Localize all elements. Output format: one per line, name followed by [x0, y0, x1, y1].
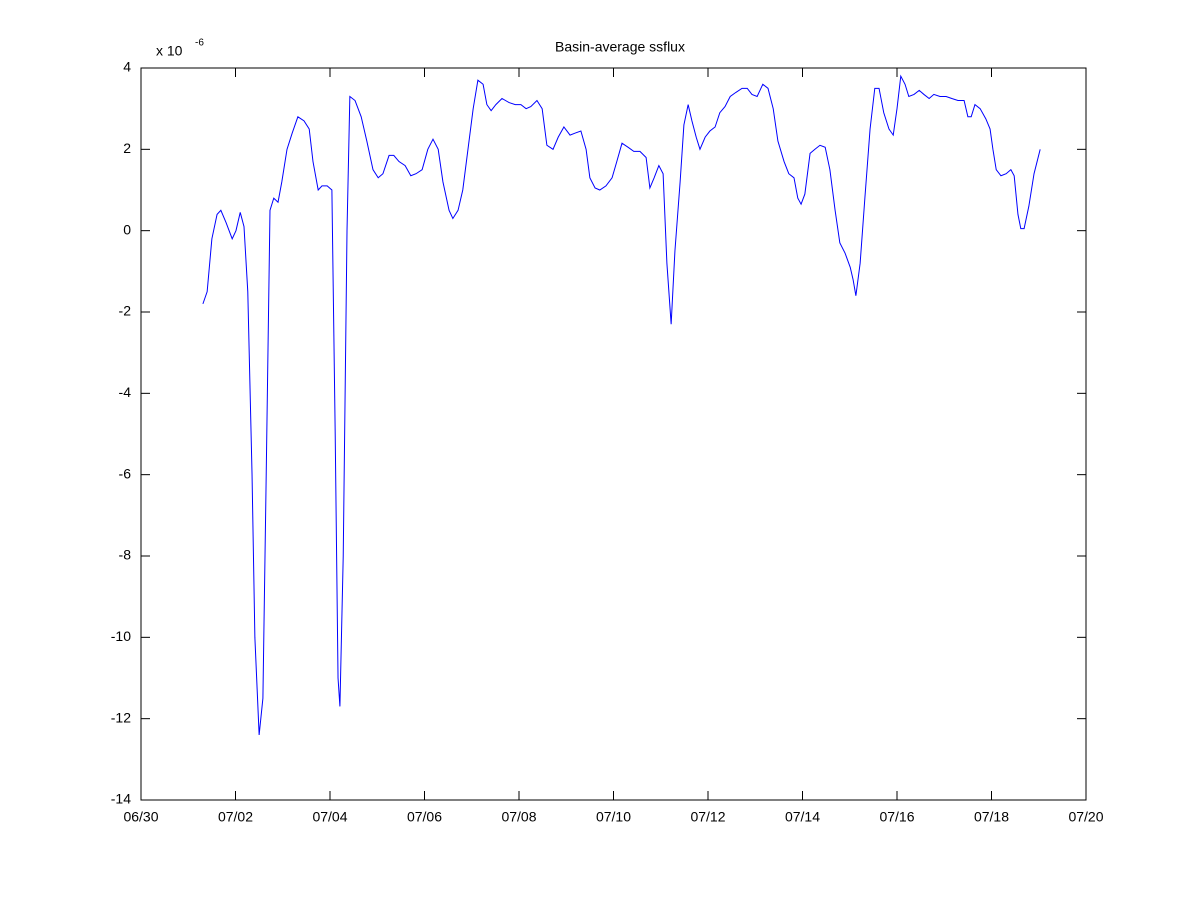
y-multiplier: x 10 — [156, 43, 183, 59]
chart-title: Basin-average ssflux — [555, 39, 685, 55]
x-tick-label: 07/20 — [1068, 809, 1103, 825]
x-tick-label: 07/16 — [879, 809, 914, 825]
x-tick-label: 07/08 — [501, 809, 536, 825]
y-tick-label: -2 — [119, 303, 132, 319]
y-tick-label: -14 — [111, 791, 131, 807]
plot-frame — [140, 67, 1087, 801]
x-tick-label: 07/18 — [974, 809, 1009, 825]
y-tick-label: -12 — [111, 709, 131, 725]
data-line — [202, 74, 1041, 735]
y-tick-label: 2 — [123, 140, 131, 156]
x-tick-label: 07/02 — [218, 809, 253, 825]
y-multiplier-exponent: -6 — [195, 38, 204, 49]
x-tick-label: 07/12 — [690, 809, 725, 825]
x-tick-label: 07/04 — [312, 809, 347, 825]
y-tick-label: -10 — [111, 628, 131, 644]
x-tick-label: 07/06 — [407, 809, 442, 825]
x-tick-label: 07/14 — [785, 809, 820, 825]
y-tick-label: -8 — [119, 547, 132, 563]
y-tick-label: 4 — [123, 59, 131, 75]
y-tick-label: -4 — [119, 384, 132, 400]
x-tick-label: 06/30 — [123, 809, 158, 825]
y-tick-label: -6 — [119, 465, 132, 481]
y-tick-label: 0 — [123, 221, 131, 237]
x-tick-label: 07/10 — [596, 809, 631, 825]
